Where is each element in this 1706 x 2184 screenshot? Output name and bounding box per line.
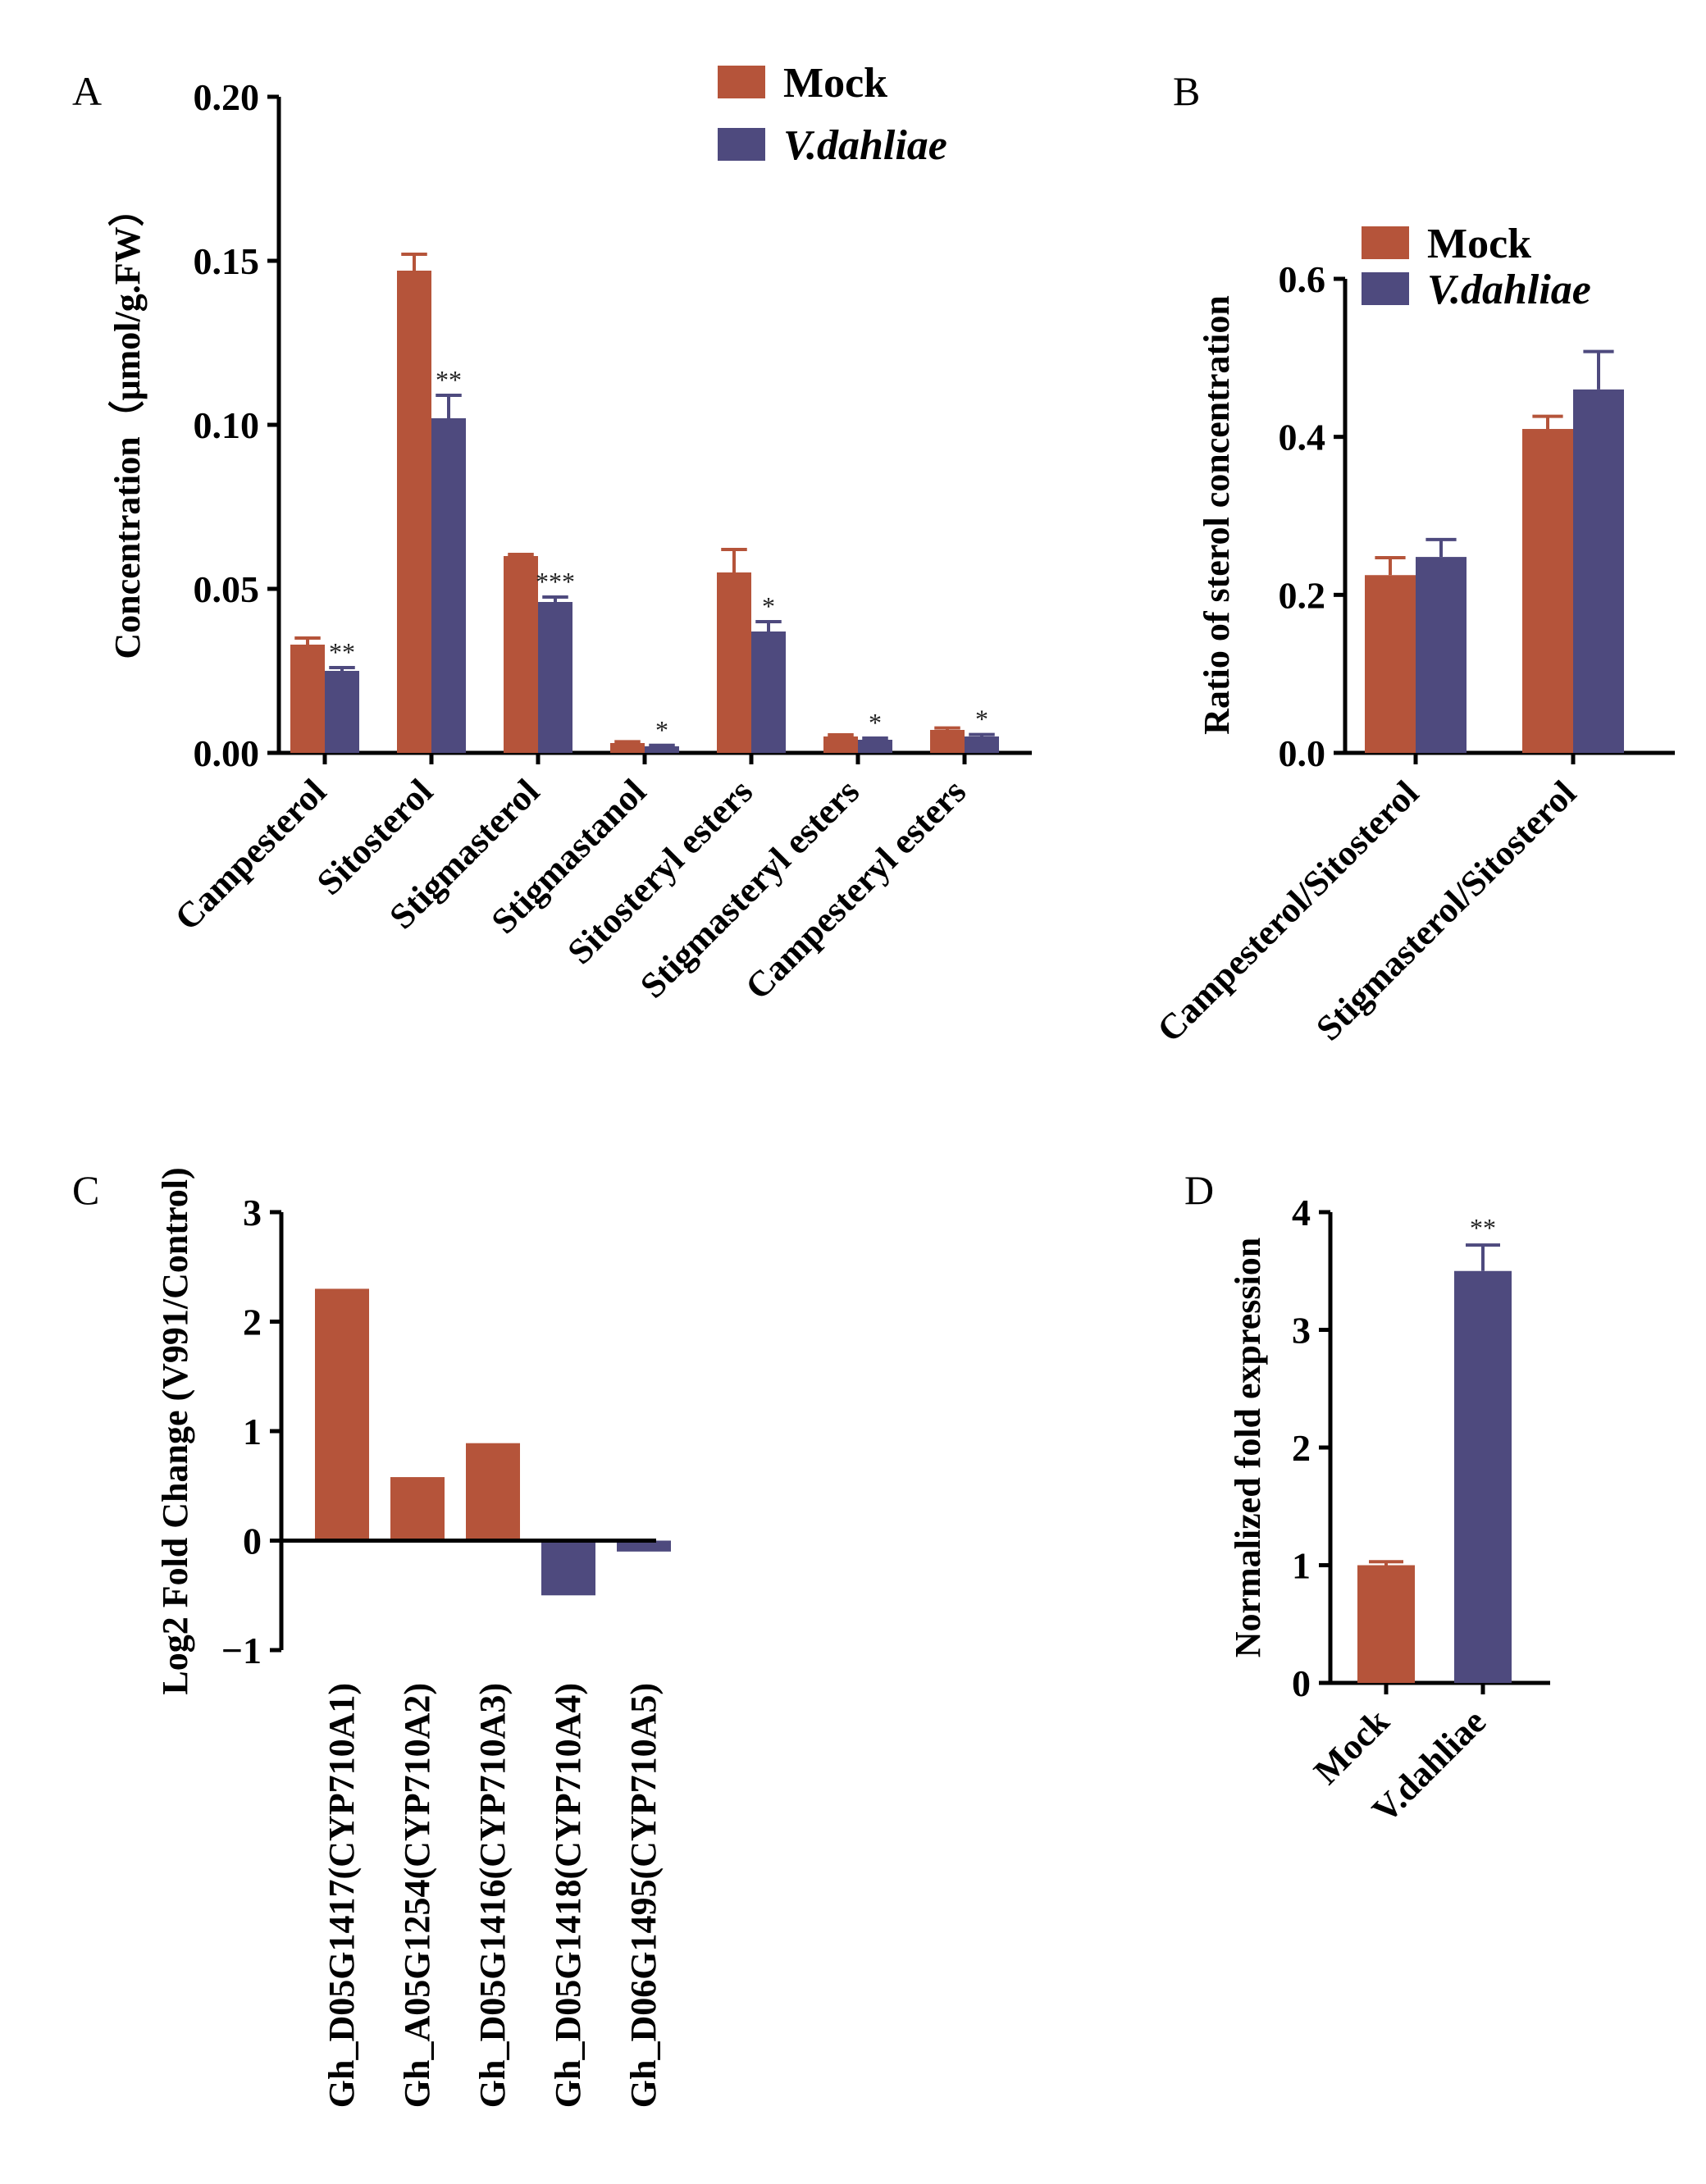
x-category-label: Sitosteryl esters bbox=[559, 771, 760, 972]
x-category-label: Mock bbox=[1306, 1701, 1397, 1792]
x-category-label: Stigmasterol/Sitosterol bbox=[1308, 773, 1584, 1048]
y-tick-label: 0 bbox=[1292, 1662, 1311, 1704]
bar-mock bbox=[823, 736, 858, 753]
significance-marker: * bbox=[762, 591, 775, 621]
x-category-label: Gh_D05G1416(CYP710A3) bbox=[472, 1683, 513, 2108]
panel-letter: C bbox=[72, 1167, 99, 1213]
bar-vd bbox=[858, 740, 892, 753]
legend-label-vd: V.dahliae bbox=[783, 122, 947, 169]
x-category-label: Gh_D05G1418(CYP710A4) bbox=[548, 1683, 588, 2108]
y-tick-label: 1 bbox=[243, 1411, 262, 1452]
y-tick-label: 4 bbox=[1292, 1192, 1311, 1233]
legend-swatch-mock bbox=[718, 66, 765, 98]
panel-letter: A bbox=[72, 68, 102, 114]
bar-vd bbox=[538, 602, 572, 753]
bar-mock bbox=[397, 271, 431, 753]
x-category-label: Campesterol/Sitosterol bbox=[1149, 773, 1426, 1050]
legend-swatch-vd bbox=[1362, 272, 1409, 305]
legend-label-mock: Mock bbox=[783, 60, 887, 107]
bar bbox=[617, 1540, 671, 1552]
bar-vd bbox=[431, 418, 466, 753]
y-tick-label: 0.10 bbox=[194, 404, 260, 446]
panel-b: 0.0 0.2 0.4 0.6 B Ratio of sterol concentrati… bbox=[1149, 68, 1675, 1050]
y-tick-label: 2 bbox=[243, 1302, 262, 1343]
significance-marker: ** bbox=[329, 637, 355, 667]
bar-mock bbox=[610, 743, 645, 753]
y-tick-label: 3 bbox=[1292, 1310, 1311, 1352]
legend-label-vd: V.dahliae bbox=[1427, 267, 1591, 313]
bar-mock bbox=[930, 730, 965, 753]
x-category-label: Gh_D06G1495(CYP710A5) bbox=[623, 1683, 664, 2108]
x-category-label: Campesterol bbox=[167, 771, 334, 937]
panel-c: −1 0 1 2 3 C Log2 Fold Change (V991/Control) Gh… bbox=[72, 1167, 671, 2108]
y-tick-label: 2 bbox=[1292, 1427, 1311, 1469]
y-tick-label: 0.15 bbox=[194, 240, 260, 282]
bar-vd bbox=[751, 631, 786, 753]
bar bbox=[541, 1540, 595, 1596]
bar-vd bbox=[1416, 557, 1467, 753]
bar-vd bbox=[325, 671, 359, 753]
y-tick-label: 0.6 bbox=[1279, 258, 1326, 300]
y-tick-label: 0 bbox=[243, 1521, 262, 1562]
y-tick-label: 1 bbox=[1292, 1545, 1311, 1587]
panel-a: 0.00 0.05 0.10 0.15 0.20 A Concentration（μmol/… bbox=[72, 60, 1032, 1007]
bar bbox=[1357, 1565, 1415, 1683]
bar-mock bbox=[1522, 429, 1573, 753]
x-category-label: Gh_D05G1417(CYP710A1) bbox=[322, 1683, 362, 2108]
bar-vd bbox=[1573, 389, 1624, 753]
bar bbox=[390, 1477, 445, 1541]
y-tick-label: 0.05 bbox=[194, 568, 260, 610]
bar bbox=[315, 1288, 369, 1541]
bar-vd bbox=[965, 736, 999, 753]
bar-mock bbox=[717, 572, 751, 753]
significance-marker: *** bbox=[536, 567, 575, 596]
y-tick-label: −1 bbox=[221, 1630, 262, 1671]
legend-label-mock: Mock bbox=[1427, 221, 1531, 267]
y-axis-title: Ratio of sterol concentration bbox=[1197, 295, 1237, 735]
significance-marker: * bbox=[655, 715, 668, 745]
bar-mock bbox=[290, 645, 325, 753]
y-axis-title: Normalized fold expression bbox=[1228, 1238, 1268, 1658]
significance-marker: ** bbox=[436, 365, 462, 394]
y-tick-label: 0.2 bbox=[1279, 574, 1326, 616]
y-tick-label: 0.4 bbox=[1279, 417, 1326, 458]
bar-mock bbox=[504, 556, 538, 753]
significance-marker: * bbox=[975, 704, 988, 734]
significance-marker: * bbox=[869, 708, 882, 737]
legend-swatch-vd bbox=[718, 128, 765, 161]
y-tick-label: 3 bbox=[243, 1192, 262, 1233]
y-tick-label: 0.0 bbox=[1279, 732, 1326, 774]
bar bbox=[466, 1443, 520, 1541]
panel-letter: D bbox=[1184, 1167, 1214, 1213]
y-axis-title: Concentration（μmol/g.FW） bbox=[107, 190, 148, 659]
y-axis-title: Log2 Fold Change (V991/Control) bbox=[155, 1167, 195, 1694]
legend-swatch-mock bbox=[1362, 226, 1409, 259]
significance-marker: ** bbox=[1470, 1213, 1496, 1242]
bar-vd bbox=[645, 746, 679, 753]
y-tick-label: 0.00 bbox=[194, 732, 260, 774]
x-category-label: Gh_A05G1254(CYP710A2) bbox=[397, 1683, 437, 2108]
panel-letter: B bbox=[1173, 68, 1200, 114]
bar-mock bbox=[1365, 575, 1416, 753]
bar bbox=[1454, 1270, 1512, 1683]
y-tick-label: 0.20 bbox=[194, 76, 260, 118]
